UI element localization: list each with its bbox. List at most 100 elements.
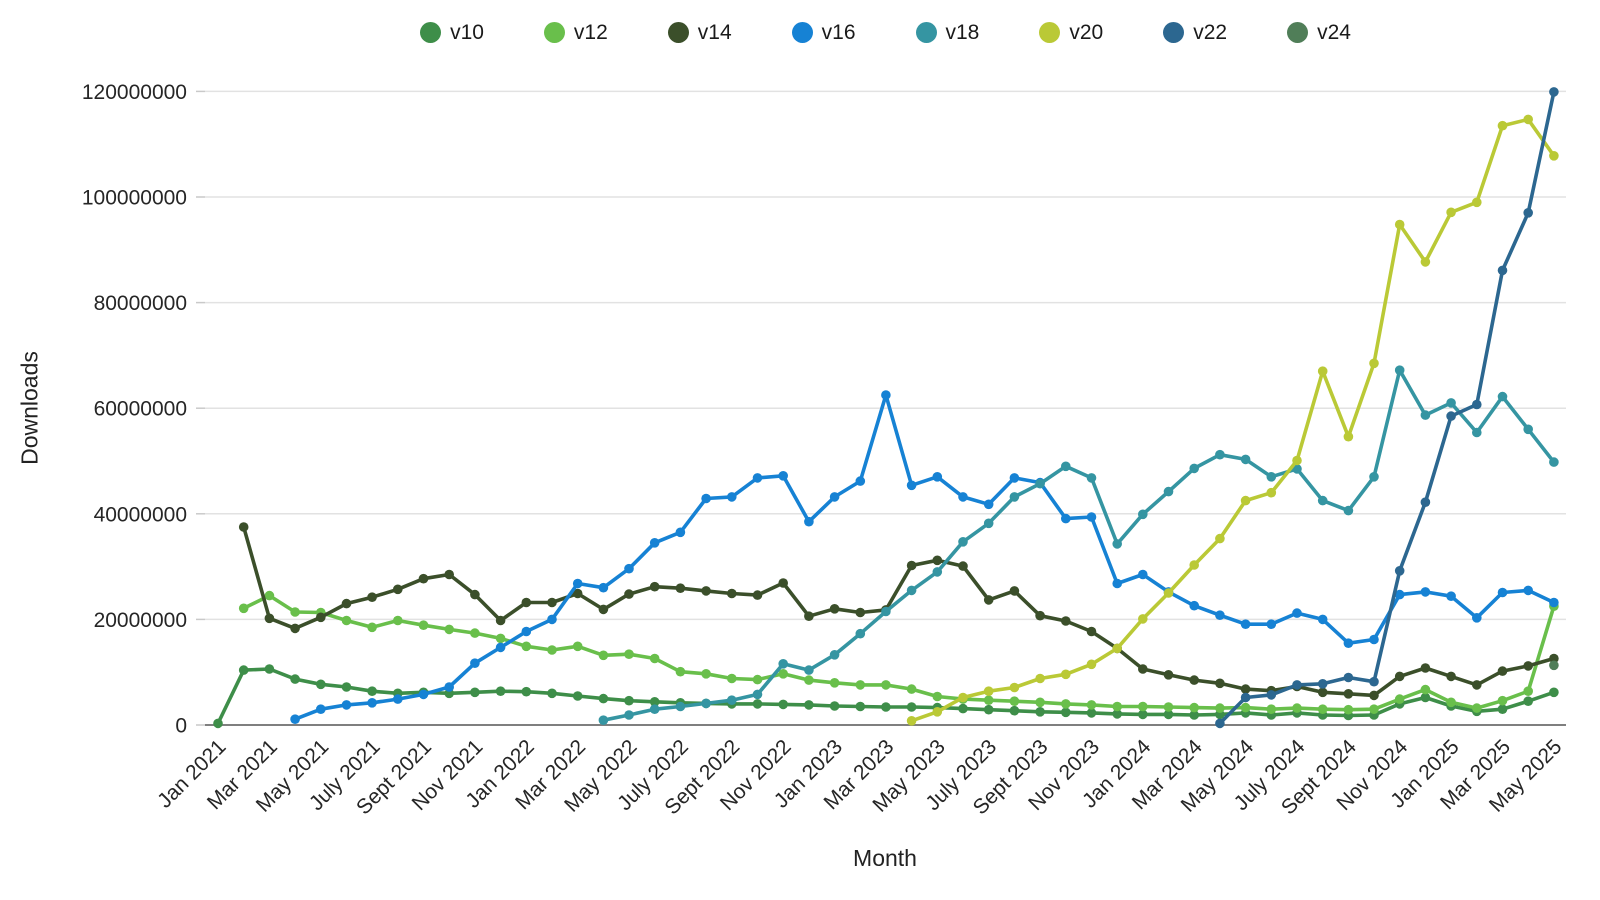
data-point-v12[interactable] bbox=[264, 590, 275, 601]
data-point-v14[interactable] bbox=[1343, 689, 1354, 699]
data-point-v16[interactable] bbox=[829, 492, 840, 502]
data-point-v16[interactable] bbox=[316, 704, 326, 714]
data-point-v16[interactable] bbox=[598, 582, 609, 593]
data-point-v18[interactable] bbox=[1549, 457, 1559, 467]
data-point-v12[interactable] bbox=[470, 628, 480, 638]
data-point-v12[interactable] bbox=[1086, 700, 1097, 710]
data-point-v16[interactable] bbox=[1240, 619, 1251, 629]
data-point-v12[interactable] bbox=[1061, 699, 1071, 709]
data-point-v14[interactable] bbox=[238, 522, 249, 532]
data-point-v12[interactable] bbox=[572, 641, 583, 652]
data-point-v16[interactable] bbox=[470, 658, 480, 668]
data-point-v14[interactable] bbox=[649, 581, 660, 592]
data-point-v10[interactable] bbox=[1420, 692, 1431, 703]
data-point-v18[interactable] bbox=[1163, 486, 1174, 497]
data-point-v14[interactable] bbox=[1189, 675, 1199, 685]
legend-item-v16[interactable]: v16 bbox=[791, 22, 856, 43]
data-point-v14[interactable] bbox=[444, 569, 455, 580]
data-point-v10[interactable] bbox=[778, 699, 788, 710]
data-point-v20[interactable] bbox=[1112, 643, 1122, 654]
data-point-v16[interactable] bbox=[1266, 619, 1277, 629]
data-point-v20[interactable] bbox=[1394, 219, 1405, 230]
data-point-v14[interactable] bbox=[1061, 616, 1071, 626]
legend-item-v22[interactable]: v22 bbox=[1163, 22, 1227, 43]
data-point-v14[interactable] bbox=[1317, 687, 1328, 698]
data-point-v18[interactable] bbox=[1369, 472, 1379, 482]
data-point-v12[interactable] bbox=[649, 653, 660, 664]
data-point-v10[interactable] bbox=[521, 686, 532, 697]
data-point-v10[interactable] bbox=[290, 674, 300, 684]
data-point-v10[interactable] bbox=[470, 687, 480, 698]
data-point-v20[interactable] bbox=[1317, 366, 1328, 377]
data-point-v12[interactable] bbox=[701, 669, 711, 679]
data-point-v12[interactable] bbox=[1446, 697, 1456, 708]
data-point-v14[interactable] bbox=[1497, 666, 1508, 676]
data-point-v10[interactable] bbox=[804, 700, 814, 710]
data-point-v20[interactable] bbox=[1215, 533, 1225, 544]
data-point-v12[interactable] bbox=[547, 645, 557, 655]
data-point-v18[interactable] bbox=[1292, 464, 1302, 474]
data-point-v12[interactable] bbox=[675, 666, 686, 677]
data-point-v14[interactable] bbox=[521, 597, 532, 608]
data-point-v20[interactable] bbox=[1061, 669, 1071, 680]
data-point-v22[interactable] bbox=[1523, 208, 1533, 218]
data-point-v10[interactable] bbox=[752, 699, 763, 709]
data-point-v10[interactable] bbox=[213, 718, 223, 729]
data-point-v12[interactable] bbox=[1189, 702, 1199, 713]
data-point-v14[interactable] bbox=[572, 588, 583, 599]
data-point-v14[interactable] bbox=[1215, 678, 1225, 689]
data-point-v10[interactable] bbox=[1112, 709, 1122, 719]
data-point-v16[interactable] bbox=[393, 694, 403, 704]
data-point-v18[interactable] bbox=[1086, 473, 1097, 483]
data-point-v20[interactable] bbox=[1420, 257, 1431, 267]
data-point-v14[interactable] bbox=[1138, 664, 1148, 674]
data-point-v16[interactable] bbox=[881, 390, 891, 400]
data-point-v12[interactable] bbox=[418, 620, 429, 630]
data-point-v14[interactable] bbox=[1086, 626, 1097, 637]
data-point-v22[interactable] bbox=[1549, 87, 1559, 97]
data-point-v16[interactable] bbox=[1343, 638, 1354, 648]
data-point-v12[interactable] bbox=[393, 615, 403, 626]
data-point-v18[interactable] bbox=[958, 537, 968, 547]
data-point-v16[interactable] bbox=[752, 473, 763, 483]
data-point-v18[interactable] bbox=[906, 585, 917, 596]
data-point-v10[interactable] bbox=[264, 664, 275, 674]
data-point-v16[interactable] bbox=[649, 538, 660, 548]
legend-item-v24[interactable]: v24 bbox=[1287, 22, 1351, 43]
data-point-v16[interactable] bbox=[1549, 597, 1559, 608]
data-point-v12[interactable] bbox=[1394, 694, 1405, 704]
data-point-v16[interactable] bbox=[1420, 587, 1431, 597]
data-point-v16[interactable] bbox=[1523, 585, 1533, 596]
data-point-v10[interactable] bbox=[1061, 707, 1071, 718]
data-point-v16[interactable] bbox=[521, 626, 532, 637]
data-point-v14[interactable] bbox=[701, 586, 711, 596]
data-point-v22[interactable] bbox=[1420, 497, 1431, 508]
data-point-v18[interactable] bbox=[1138, 509, 1148, 520]
data-point-v12[interactable] bbox=[752, 674, 763, 685]
data-point-v22[interactable] bbox=[1292, 680, 1302, 690]
data-point-v10[interactable] bbox=[1138, 709, 1148, 720]
data-point-v18[interactable] bbox=[752, 689, 763, 700]
data-point-v16[interactable] bbox=[727, 492, 737, 502]
data-point-v12[interactable] bbox=[1497, 695, 1508, 706]
data-point-v10[interactable] bbox=[1497, 704, 1508, 714]
data-point-v12[interactable] bbox=[1369, 704, 1379, 714]
data-point-v10[interactable] bbox=[906, 702, 917, 712]
data-point-v18[interactable] bbox=[1343, 505, 1354, 516]
data-point-v18[interactable] bbox=[1472, 427, 1482, 438]
data-point-v12[interactable] bbox=[1343, 704, 1354, 715]
data-point-v10[interactable] bbox=[624, 695, 634, 706]
data-point-v18[interactable] bbox=[804, 665, 814, 675]
data-point-v14[interactable] bbox=[1472, 680, 1482, 690]
data-point-v22[interactable] bbox=[1266, 690, 1277, 700]
data-point-v20[interactable] bbox=[1292, 455, 1302, 466]
data-point-v10[interactable] bbox=[1163, 709, 1174, 720]
data-point-v14[interactable] bbox=[829, 604, 840, 614]
data-point-v14[interactable] bbox=[470, 589, 480, 600]
data-point-v14[interactable] bbox=[1009, 586, 1020, 596]
data-point-v14[interactable] bbox=[1420, 663, 1431, 673]
data-point-v16[interactable] bbox=[804, 516, 814, 527]
data-point-v14[interactable] bbox=[367, 592, 377, 602]
data-point-v20[interactable] bbox=[932, 707, 943, 717]
